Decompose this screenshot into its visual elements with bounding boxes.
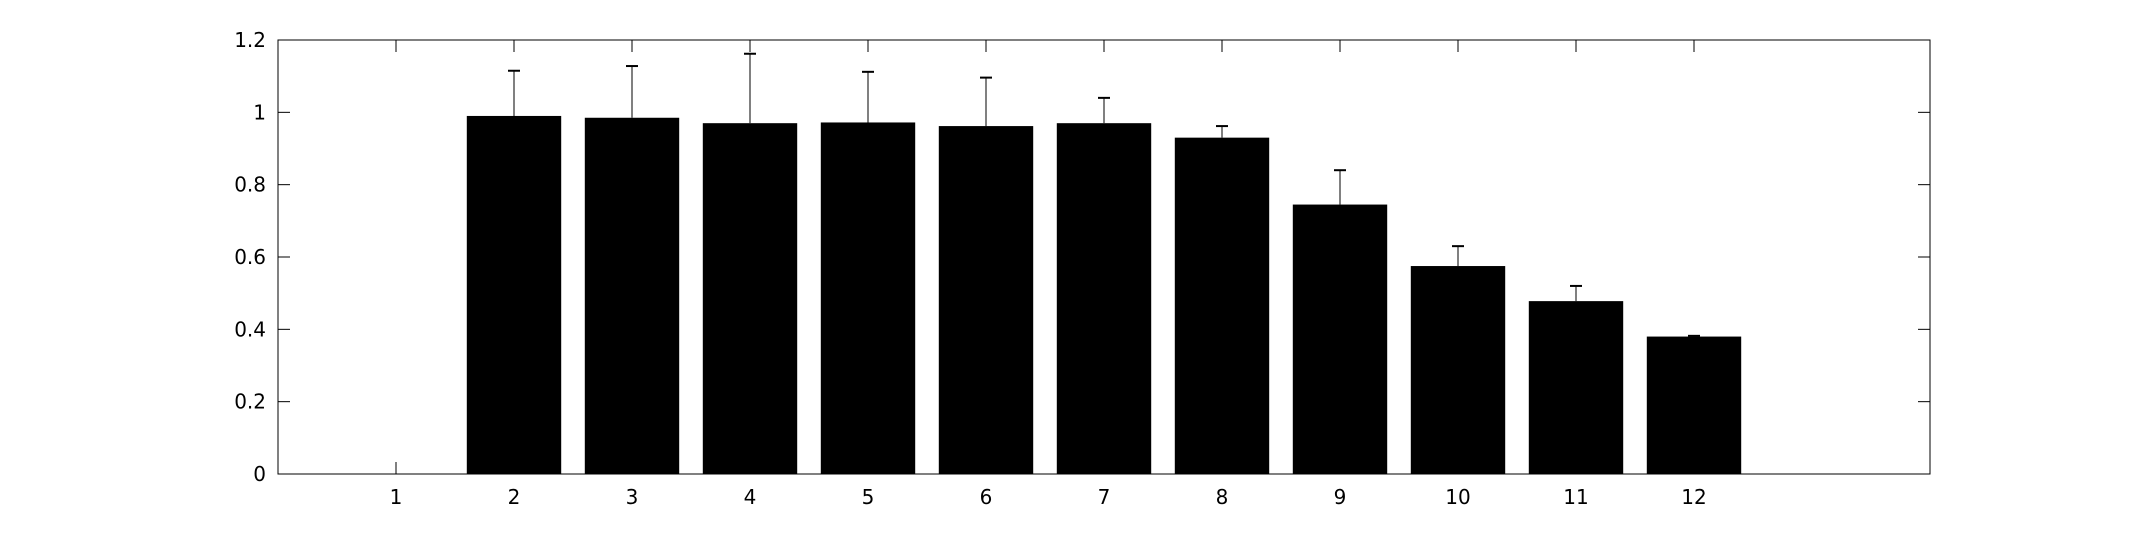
x-tick-label-8: 8 (1216, 485, 1229, 509)
x-tick-label-4: 4 (744, 485, 757, 509)
y-axis: 0 0.2 0.4 0.6 0.8 1 1.2 (234, 28, 1930, 486)
bar-9 (1292, 204, 1388, 474)
y-tick-label-3: 0.6 (234, 245, 266, 269)
x-tick-label-5: 5 (862, 485, 875, 509)
bar-3 (584, 117, 680, 474)
error-bars-group (508, 52, 1700, 337)
x-tick-label-9: 9 (1334, 485, 1347, 509)
y-tick-label-6: 1.2 (234, 28, 266, 52)
y-tick-label-0: 0 (253, 462, 266, 486)
y-tick-label-5: 1 (253, 100, 266, 124)
bars-group (466, 115, 1742, 475)
y-tick-label-4: 0.8 (234, 173, 266, 197)
x-tick-label-12: 12 (1681, 485, 1706, 509)
x-tick-label-3: 3 (626, 485, 639, 509)
bar-12 (1646, 336, 1742, 474)
x-tick-label-6: 6 (980, 485, 993, 509)
x-axis: 1 2 3 4 5 6 7 8 9 10 11 12 (390, 40, 1707, 509)
x-tick-label-10: 10 (1445, 485, 1470, 509)
y-tick-label-1: 0.2 (234, 390, 266, 414)
x-tick-label-7: 7 (1098, 485, 1111, 509)
y-tick-label-2: 0.4 (234, 317, 266, 341)
bar-4 (702, 123, 798, 474)
x-tick-label-2: 2 (508, 485, 521, 509)
bar-11 (1528, 301, 1624, 474)
bar-10 (1410, 266, 1506, 474)
bar-7 (1056, 123, 1152, 474)
bar-8 (1174, 137, 1270, 474)
bar-2 (466, 115, 562, 474)
bar-5 (820, 122, 916, 475)
bar-6 (938, 126, 1034, 475)
x-tick-label-11: 11 (1563, 485, 1588, 509)
x-tick-label-1: 1 (390, 485, 403, 509)
